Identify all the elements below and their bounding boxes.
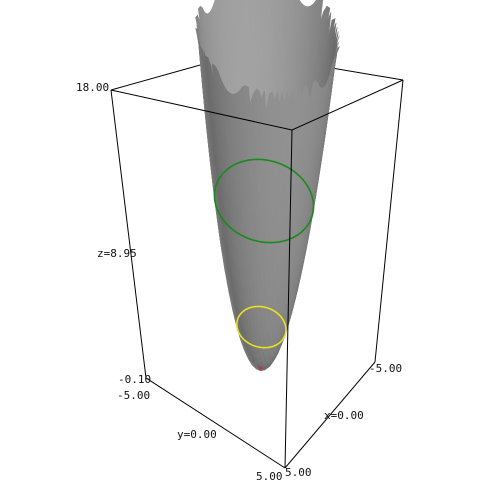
surface-patch	[273, 91, 280, 124]
surface-patch	[245, 85, 251, 112]
surface-patch	[309, 79, 316, 107]
surface-patch	[295, 88, 302, 123]
bounding-box-front	[110, 79, 404, 469]
z-max-label: 18.00	[76, 81, 109, 94]
surface-patch	[283, 91, 290, 124]
x-mid-label: x=0.00	[324, 409, 364, 422]
x-max-label: 5.00	[285, 466, 312, 479]
surface-patch	[260, 90, 267, 126]
box-edge	[374, 79, 404, 363]
contour-ring	[235, 305, 287, 349]
surface-patch	[288, 90, 295, 118]
surface-patch	[269, 91, 275, 119]
surface-patch	[256, 88, 262, 112]
x-min-label: -5.00	[369, 362, 402, 375]
z-min-label: -0.10	[118, 373, 151, 386]
paraboloid-surface	[195, 0, 340, 371]
box-edge	[110, 89, 147, 379]
box-edge	[145, 377, 286, 469]
y-max-label: 5.00	[256, 470, 283, 483]
surface-patch	[278, 91, 285, 126]
box-edge	[284, 361, 376, 469]
surface-patch	[300, 84, 307, 109]
box-edge	[284, 129, 293, 469]
box-edge	[110, 89, 293, 131]
y-mid-label: y=0.00	[177, 428, 217, 441]
box-edge	[291, 79, 404, 131]
z-mid-label: z=8.95	[97, 247, 137, 260]
y-min-label: -5.00	[117, 389, 150, 402]
